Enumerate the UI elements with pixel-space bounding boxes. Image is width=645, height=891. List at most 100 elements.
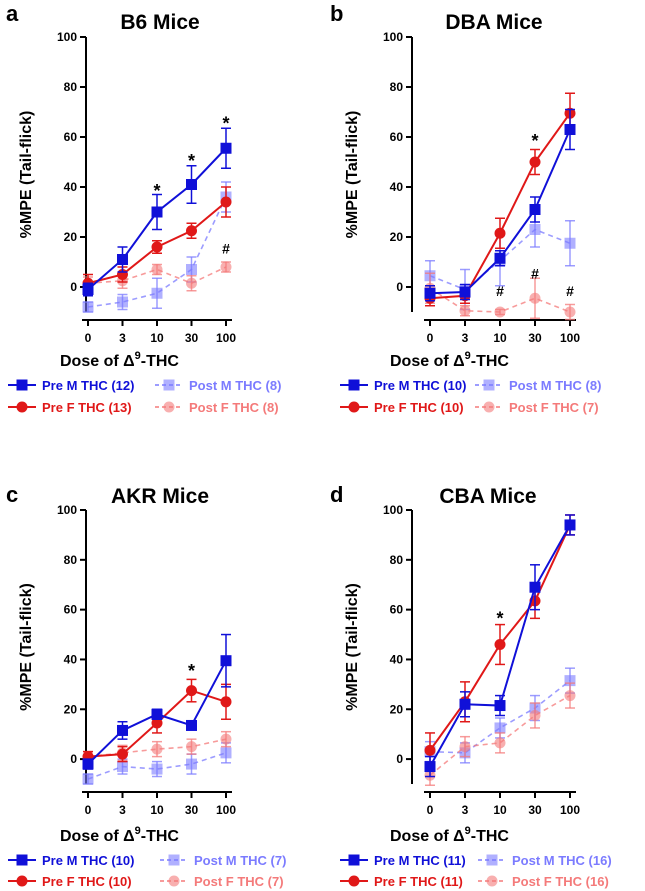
legend-item-b-2: Post M THC (8): [475, 378, 601, 393]
y-tick-label-c-0: 0: [70, 752, 77, 766]
y-tick-label-a-5: 100: [57, 30, 77, 44]
legend-item-b-1: Pre F THC (10): [340, 400, 464, 415]
y-tick-label-b-0: 0: [396, 280, 403, 294]
x-axis-label-prefix: Dose of: [60, 353, 123, 370]
data-point-b-0-1: [459, 286, 471, 298]
y-axis-label-b: %MPE (Tail-flick): [344, 111, 361, 239]
data-point-b-0-4: [564, 124, 576, 135]
data-point-c-1-2: [151, 717, 163, 729]
legend-marker-a-1: [16, 401, 28, 413]
series-b-0: [424, 108, 576, 302]
annotation-c-0: *: [188, 661, 195, 681]
x-axis-label-delta: Δ: [453, 828, 465, 845]
data-point-b-0-3: [529, 204, 541, 215]
legend-label-a-2: Post M THC (8): [189, 378, 281, 393]
panel-letter-c: c: [6, 482, 18, 507]
legend-marker-b-3: [483, 401, 495, 413]
legend-marker-b-0: [348, 379, 360, 391]
panel-title-d: CBA Mice: [439, 485, 536, 508]
legend-item-c-3: Post F THC (7): [160, 874, 284, 889]
y-tick-label-c-3: 60: [64, 603, 78, 617]
y-tick-label-b-5: 100: [383, 30, 403, 44]
legend-item-c-0: Pre M THC (10): [8, 853, 134, 868]
legend-item-d-1: Pre F THC (11): [340, 874, 463, 889]
y-tick-label-a-2: 40: [64, 180, 78, 194]
legend-item-d-3: Post F THC (16): [478, 874, 609, 889]
legend-marker-c-3: [168, 875, 180, 887]
data-point-d-0-2: [494, 700, 506, 712]
x-axis-label-delta: Δ: [123, 828, 135, 845]
y-tick-label-d-1: 20: [390, 702, 404, 716]
data-point-a-0-3: [186, 179, 197, 190]
x-tick-label-d-1: 3: [462, 803, 469, 817]
legend-marker-a-3: [163, 401, 175, 413]
legend-label-d-3: Post F THC (16): [512, 874, 609, 889]
data-point-d-1-2: [494, 639, 506, 651]
data-point-d-0-3: [529, 581, 541, 593]
x-tick-label-a-1: 3: [119, 331, 126, 345]
panel-d: d CBA Mice 0 20 40 60 80 100 0 3 10 30 100 %MPE (Tail…: [330, 482, 612, 889]
legend-item-d-2: Post M THC (16): [478, 853, 612, 868]
data-point-d-0-4: [564, 519, 576, 531]
data-point-c-3-2: [151, 743, 163, 755]
x-tick-label-a-3: 30: [185, 331, 199, 345]
annotation-a-3: #: [222, 241, 230, 257]
y-tick-label-c-4: 80: [64, 553, 78, 567]
x-tick-label-d-3: 30: [528, 803, 542, 817]
legend-label-b-1: Pre F THC (10): [374, 400, 464, 415]
y-axis-label-a: %MPE (Tail-flick): [18, 111, 35, 239]
series-line-a-3: [87, 266, 227, 285]
x-tick-label-a-2: 10: [150, 331, 164, 345]
data-point-c-0-4: [220, 655, 232, 667]
y-tick-label-b-4: 80: [390, 80, 404, 94]
y-tick-label-d-0: 0: [396, 752, 403, 766]
data-point-c-1-4: [220, 696, 232, 708]
data-point-c-1-1: [117, 748, 128, 760]
data-point-d-0-0: [424, 761, 436, 773]
legend-label-a-0: Pre M THC (12): [42, 378, 134, 393]
x-axis-label-superscript: 9: [135, 825, 141, 837]
legend-item-b-0: Pre M THC (10): [340, 378, 466, 393]
legend-item-a-1: Pre F THC (13): [8, 400, 132, 415]
x-axis-label-delta: Δ: [123, 353, 135, 370]
data-point-a-3-4: [220, 261, 232, 273]
y-tick-label-d-4: 80: [390, 553, 404, 567]
annotation-b-1: #: [496, 283, 504, 299]
annotation-a-2: *: [222, 114, 229, 134]
series-line-d-3: [429, 694, 571, 776]
x-tick-label-c-2: 10: [150, 803, 164, 817]
legend-marker-d-0: [348, 854, 360, 866]
annotation-a-0: *: [153, 181, 160, 201]
data-point-a-2-0: [82, 301, 94, 313]
panel-letter-a: a: [6, 1, 19, 26]
x-tick-label-c-0: 0: [85, 803, 92, 817]
panel-title-c: AKR Mice: [111, 485, 209, 508]
x-tick-label-b-1: 3: [462, 331, 469, 345]
data-point-a-1-2: [151, 241, 163, 253]
data-point-b-0-2: [494, 252, 506, 264]
data-point-b-3-2: [494, 306, 506, 318]
x-axis-label-delta: Δ: [453, 353, 465, 370]
x-axis-label-suffix: -THC: [471, 828, 510, 845]
x-axis-label-suffix: -THC: [141, 828, 180, 845]
data-point-a-1-4: [220, 196, 232, 208]
data-point-b-1-3: [529, 156, 541, 168]
legend-marker-c-1: [16, 875, 28, 887]
legend-marker-b-2: [483, 379, 495, 391]
legend-label-a-3: Post F THC (8): [189, 400, 279, 415]
legend-label-c-2: Post M THC (7): [194, 853, 286, 868]
legend-label-d-0: Pre M THC (11): [374, 853, 466, 868]
panel-letter-b: b: [330, 1, 343, 26]
data-point-c-0-0: [82, 758, 94, 770]
legend-marker-a-0: [16, 379, 28, 391]
y-tick-label-a-1: 20: [64, 230, 78, 244]
y-tick-label-d-3: 60: [390, 603, 404, 617]
annotation-b-2: #: [531, 266, 539, 282]
y-tick-label-d-2: 40: [390, 652, 404, 666]
data-point-d-3-2: [494, 737, 506, 749]
y-tick-label-a-4: 80: [64, 80, 78, 94]
legend-marker-a-2: [163, 379, 175, 391]
data-point-c-2-2: [151, 763, 163, 775]
y-tick-label-b-3: 60: [390, 130, 404, 144]
series-c-1: [82, 678, 232, 763]
